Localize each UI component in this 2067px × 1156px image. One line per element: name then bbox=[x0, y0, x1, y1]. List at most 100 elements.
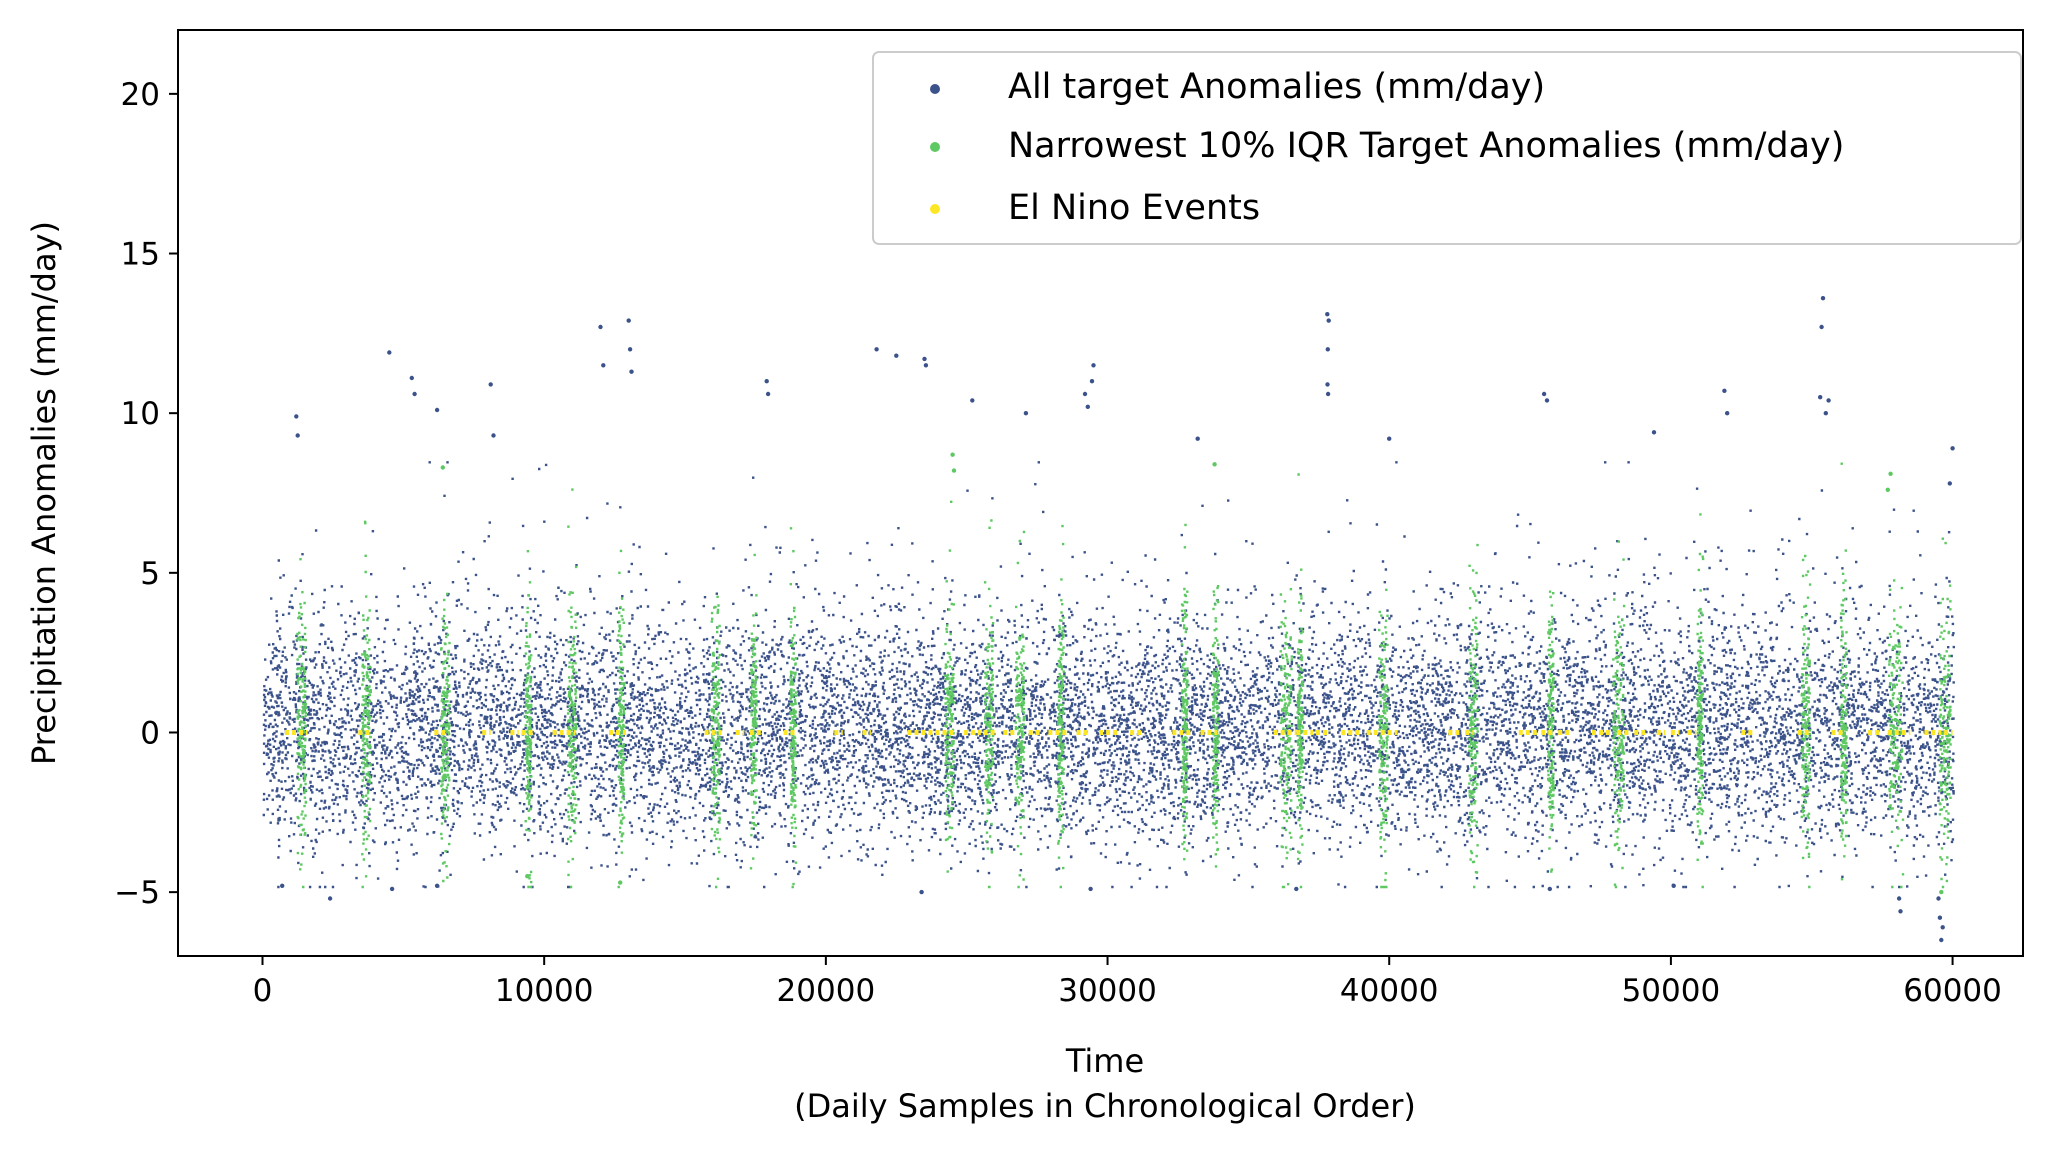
all-target-point-6 bbox=[434, 407, 440, 413]
all-target-point-18 bbox=[922, 356, 927, 362]
all-target-point-57 bbox=[1547, 886, 1553, 892]
legend-marker-narrowest-iqr bbox=[930, 142, 940, 152]
all-target-point-22 bbox=[1082, 391, 1088, 397]
all-target-point-43 bbox=[1896, 896, 1902, 901]
all-target-point-35 bbox=[1651, 430, 1657, 435]
y-tick-label: 5 bbox=[140, 556, 160, 592]
y-axis: −5 0 5 10 15 20 bbox=[114, 77, 178, 911]
all-target-point-44 bbox=[1898, 909, 1903, 914]
all-target-point-39 bbox=[1819, 324, 1824, 330]
y-tick-label: 10 bbox=[121, 396, 160, 432]
all-target-point-32 bbox=[1387, 436, 1392, 441]
narrowest-iqr-point-7 bbox=[618, 880, 623, 885]
all-target-point-48 bbox=[1940, 925, 1945, 930]
narrowest-iqr-point-6 bbox=[1939, 889, 1944, 895]
all-target-point-15 bbox=[765, 391, 771, 397]
all-target-point-7 bbox=[488, 382, 493, 387]
x-axis-subtitle: (Daily Samples in Chronological Order) bbox=[794, 1087, 1416, 1125]
legend-label-narrowest-iqr: Narrowest 10% IQR Target Anomalies (mm/d… bbox=[1008, 126, 1844, 166]
x-tick-label: 30000 bbox=[1058, 973, 1157, 1009]
all-target-point-5 bbox=[412, 391, 417, 397]
all-target-point-58 bbox=[1671, 883, 1676, 888]
all-target-point-2 bbox=[327, 896, 333, 901]
all-target-point-47 bbox=[1939, 937, 1944, 943]
all-target-point-4 bbox=[409, 375, 414, 381]
legend-marker-all-target bbox=[930, 84, 940, 94]
legend-label-el-nino: El Nino Events bbox=[1008, 188, 1260, 228]
narrowest-iqr-point-4 bbox=[1888, 471, 1893, 476]
y-tick-label: 15 bbox=[121, 237, 160, 273]
all-target-point-21 bbox=[1023, 411, 1029, 416]
series-narrowest-iqr-anomalies bbox=[296, 452, 1952, 895]
all-target-point-55 bbox=[1088, 886, 1093, 892]
all-target-point-10 bbox=[601, 363, 606, 368]
legend-label-all-target: All target Anomalies (mm/day) bbox=[1008, 67, 1545, 107]
all-target-point-3 bbox=[387, 350, 392, 355]
all-target-point-17 bbox=[894, 353, 899, 358]
all-target-point-26 bbox=[1195, 436, 1200, 441]
all-target-point-24 bbox=[1091, 363, 1096, 368]
all-target-point-37 bbox=[1725, 411, 1730, 416]
all-target-point-50 bbox=[1947, 481, 1953, 486]
series-all-target-points bbox=[262, 461, 1956, 889]
all-target-point-38 bbox=[1820, 296, 1826, 301]
all-target-point-9 bbox=[598, 324, 603, 330]
legend: All target Anomalies (mm/day) Narrowest … bbox=[872, 51, 2022, 245]
all-target-point-36 bbox=[1722, 388, 1727, 393]
all-target-point-19 bbox=[923, 363, 929, 368]
all-target-point-29 bbox=[1325, 347, 1331, 352]
all-target-point-20 bbox=[970, 398, 975, 403]
y-tick-label: 20 bbox=[121, 77, 160, 113]
x-tick-label: 40000 bbox=[1340, 973, 1439, 1009]
all-target-point-46 bbox=[1937, 915, 1943, 920]
x-tick-label: 60000 bbox=[1903, 973, 2002, 1009]
x-tick-label: 0 bbox=[253, 973, 273, 1009]
narrowest-iqr-point-3 bbox=[1212, 462, 1217, 467]
narrowest-iqr-point-0 bbox=[440, 465, 445, 470]
all-target-point-16 bbox=[874, 347, 879, 352]
all-target-point-23 bbox=[1085, 404, 1091, 409]
all-target-point-45 bbox=[1936, 896, 1941, 901]
all-target-point-52 bbox=[389, 886, 395, 892]
all-target-point-13 bbox=[629, 369, 634, 374]
all-target-point-0 bbox=[294, 414, 299, 419]
all-target-point-33 bbox=[1541, 391, 1547, 397]
narrowest-iqr-point-5 bbox=[1885, 487, 1891, 492]
narrowest-iqr-point-2 bbox=[951, 468, 957, 473]
all-target-point-27 bbox=[1325, 312, 1330, 317]
all-target-point-53 bbox=[434, 883, 440, 888]
series-all-target-anomalies bbox=[262, 296, 1956, 943]
all-target-point-34 bbox=[1544, 398, 1550, 403]
all-target-point-40 bbox=[1818, 395, 1823, 400]
x-tick-label: 50000 bbox=[1622, 973, 1721, 1009]
legend-marker-el-nino bbox=[930, 204, 940, 214]
narrowest-iqr-point-8 bbox=[525, 874, 530, 879]
all-target-point-41 bbox=[1826, 398, 1831, 403]
all-target-point-8 bbox=[491, 433, 496, 438]
all-target-point-49 bbox=[1950, 446, 1955, 451]
series-layer bbox=[262, 296, 1956, 943]
x-axis-title: Time bbox=[1065, 1042, 1144, 1080]
plot-frame bbox=[177, 29, 2024, 957]
y-tick-label: 0 bbox=[140, 715, 160, 751]
legend-box bbox=[872, 51, 2022, 245]
x-axis: 0 10000 20000 30000 40000 50000 60000 bbox=[253, 956, 2002, 1009]
all-target-point-11 bbox=[626, 318, 631, 323]
all-target-point-54 bbox=[919, 889, 924, 895]
all-target-point-51 bbox=[280, 883, 285, 888]
narrowest-iqr-point-1 bbox=[950, 452, 955, 457]
y-axis-title: Precipitation Anomalies (mm/day) bbox=[25, 221, 63, 765]
all-target-point-28 bbox=[1326, 318, 1331, 323]
all-target-point-42 bbox=[1823, 411, 1829, 416]
x-tick-label: 20000 bbox=[777, 973, 876, 1009]
all-target-point-12 bbox=[627, 347, 633, 352]
all-target-point-25 bbox=[1089, 379, 1095, 384]
all-target-point-14 bbox=[764, 379, 769, 384]
all-target-point-56 bbox=[1294, 886, 1299, 892]
y-tick-label: −5 bbox=[114, 875, 160, 911]
all-target-point-30 bbox=[1325, 382, 1330, 387]
all-target-point-1 bbox=[295, 433, 300, 438]
all-target-point-31 bbox=[1325, 391, 1331, 397]
x-tick-label: 10000 bbox=[495, 973, 594, 1009]
